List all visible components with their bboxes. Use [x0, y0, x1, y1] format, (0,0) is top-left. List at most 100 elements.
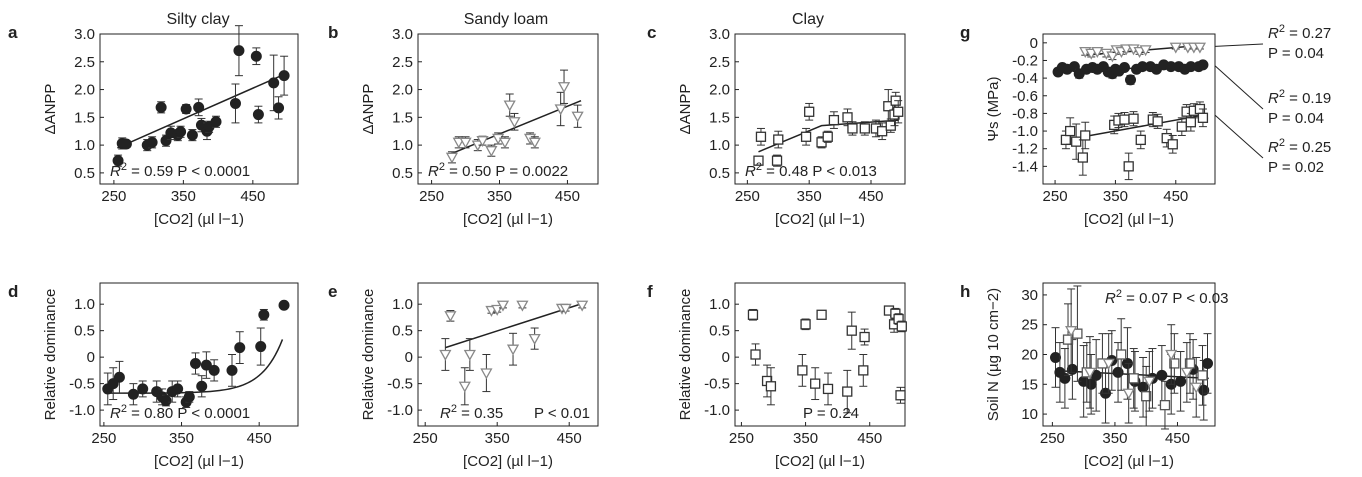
panel-letter-b: b: [328, 23, 338, 42]
x-tick-label-h: 250: [1040, 430, 1065, 447]
y-tick-label-a: 2.0: [74, 82, 95, 99]
panel-letter-h: h: [960, 282, 970, 301]
data-point-d: [258, 309, 270, 321]
y-tick-label-c: 2.0: [709, 82, 730, 99]
y-tick-label-e: -0.5: [387, 376, 413, 393]
data-point-e: [496, 300, 510, 312]
y-tick-label-e: 0: [405, 349, 413, 366]
y-tick-label-e: 0.5: [392, 323, 413, 340]
data-point-f: [800, 319, 811, 330]
y-tick-label-g: -0.8: [1012, 105, 1038, 122]
annotation-r2: R2 = 0.35: [440, 403, 503, 422]
y-tick-label-h: 25: [1021, 317, 1038, 334]
data-point-f: [816, 309, 827, 320]
data-point-b: [445, 152, 459, 164]
x-tick-label-f: 450: [857, 430, 882, 447]
y-axis-label-b: ΔANPP: [360, 84, 377, 135]
y-tick-label-f: -0.5: [704, 376, 730, 393]
data-point-g: [1135, 134, 1146, 146]
panel-letter-d: d: [8, 282, 18, 301]
axes-frame-a: [99, 33, 299, 185]
y-tick-label-g: -1.0: [1012, 123, 1038, 140]
x-tick-label-c: 250: [735, 188, 760, 205]
data-point-f: [846, 325, 857, 336]
data-point-a: [252, 109, 264, 121]
data-point-e: [528, 333, 541, 345]
x-tick-label-f: 350: [793, 430, 818, 447]
data-point-e: [439, 349, 452, 361]
data-point-g: [1161, 132, 1172, 144]
y-axis-label-c: ΔANPP: [677, 84, 694, 135]
x-axis-label-d: [CO2] (µl l−1): [154, 453, 244, 470]
data-point-f: [822, 383, 834, 395]
y-axis-label-f: Relative dominance: [677, 289, 694, 421]
data-point-e: [576, 300, 589, 312]
data-point-g: [1125, 74, 1137, 86]
data-point-d: [190, 358, 202, 370]
panel-c: 250 350 450 0.5 1.0 1.5 2.0 2.5 3.0 [CO2] (µl l−1…: [677, 26, 906, 228]
annotation-p: P = 0.04: [1268, 110, 1324, 127]
data-point-h: [1201, 357, 1213, 369]
data-point-g: [1185, 117, 1197, 128]
data-point-f: [765, 381, 777, 392]
panel-b: 250 350 450 0.5 1.0 1.5 2.0 2.5 3.0 [CO2] (µl l−1…: [360, 26, 599, 228]
panel-f: 250 350 450 1.0 0.5 0 -0.5 -1.0 [CO2] (µl l−1) Re…: [677, 282, 907, 470]
panel-letter-c: c: [647, 23, 656, 42]
x-tick-label-g: 450: [1163, 188, 1188, 205]
data-point-c: [859, 123, 870, 134]
y-tick-label-c: 3.0: [709, 26, 730, 43]
data-point-f: [842, 386, 853, 397]
y-tick-label-b: 2.5: [392, 54, 413, 71]
data-point-h: [1165, 349, 1178, 361]
data-point-d: [172, 383, 184, 395]
title-c: Clay: [792, 11, 824, 28]
x-tick-label-g: 250: [1043, 188, 1068, 205]
data-point-h: [1065, 326, 1078, 338]
data-point-b: [554, 104, 567, 116]
data-point-e: [480, 368, 493, 380]
x-tick-label-h: 350: [1102, 430, 1127, 447]
data-point-h: [1112, 366, 1124, 378]
annotation-stats: R2 = 0.50 P = 0.0022: [428, 161, 568, 180]
data-point-c: [755, 131, 767, 142]
data-point-h: [1102, 358, 1115, 370]
axes-frame-f: [734, 282, 906, 427]
y-tick-label-b: 1.0: [392, 137, 413, 154]
data-point-h: [1128, 373, 1139, 384]
y-tick-label-g: -1.2: [1012, 141, 1038, 158]
data-point-c: [800, 131, 812, 142]
x-tick-label-a: 450: [240, 188, 265, 205]
data-point-h: [1159, 399, 1171, 411]
y-tick-label-b: 3.0: [392, 26, 413, 43]
annotation-p: P = 0.02: [1268, 159, 1324, 176]
axes-frame-c: [734, 33, 906, 185]
data-point-a: [155, 101, 167, 113]
axes-frame-d: [99, 282, 299, 427]
data-point-g: [1065, 125, 1076, 137]
data-point-g: [1193, 42, 1207, 54]
y-axis-label-e: Relative dominance: [360, 289, 377, 421]
y-tick-label-c: 2.5: [709, 54, 730, 71]
data-point-c: [804, 106, 815, 117]
y-tick-label-d: -0.5: [69, 376, 95, 393]
y-tick-label-h: 10: [1021, 406, 1038, 423]
y-tick-label-d: -1.0: [69, 402, 95, 419]
data-point-h: [1122, 388, 1135, 400]
data-point-c: [883, 101, 894, 112]
annotation-leader: [1214, 65, 1264, 110]
annotation-stats: R2 = 0.07 P < 0.03: [1105, 288, 1228, 307]
data-point-e: [458, 381, 471, 393]
y-tick-label-g: -1.4: [1012, 158, 1038, 175]
y-tick-label-d: 1.0: [74, 296, 95, 313]
y-axis-label-d: Relative dominance: [42, 289, 59, 421]
y-tick-label-h: 15: [1021, 376, 1038, 393]
data-point-g: [1152, 116, 1163, 127]
data-point-g: [1106, 51, 1119, 63]
data-point-f: [750, 349, 761, 360]
panel-a: 250 350 450 0.5 1.0 1.5 2.0 2.5 3.0 [CO2] (µl l−1…: [42, 25, 299, 228]
panel-g: 250 350 450 0-0.2-0.4-0.6-0.8-1.0-1.2-1.4 [C…: [985, 23, 1331, 228]
data-point-a: [193, 101, 205, 113]
panel-h: 250 350 450 10 15 20 25 30 [CO2] (µl l−1) Soil N …: [985, 282, 1228, 470]
data-point-h: [1085, 378, 1097, 390]
